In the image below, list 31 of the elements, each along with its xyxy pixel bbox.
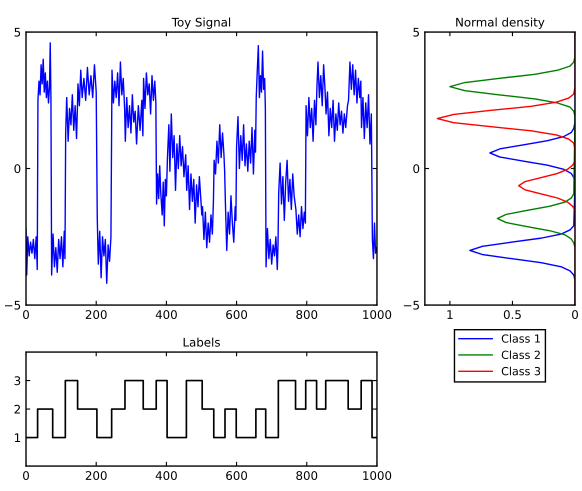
legend-label: Class 2 <box>502 350 540 360</box>
chart-title: Normal density <box>456 17 544 29</box>
x-tick-label: 800 <box>296 310 318 320</box>
x-tick-label: 1000 <box>363 471 392 480</box>
x-tick-label: 800 <box>296 471 318 480</box>
line-series <box>26 42 377 284</box>
chart-title: Labels <box>184 338 220 347</box>
y-tick-label: 1 <box>14 433 20 442</box>
x-tick-label: 400 <box>156 310 177 320</box>
y-tick-label: 2 <box>14 404 20 414</box>
x-tick-label: 1 <box>447 310 453 319</box>
x-tick-label: 0 <box>23 310 29 320</box>
y-tick-label: 3 <box>14 376 20 386</box>
x-tick-label: 200 <box>86 310 107 320</box>
chart-title: Toy Signal <box>172 17 230 29</box>
x-tick-label: 0 <box>572 310 578 320</box>
y-tick-label: 0 <box>413 164 420 174</box>
legend-label: Class 3 <box>502 366 540 376</box>
legend-label: Class 1 <box>502 334 540 343</box>
y-tick-label: −5 <box>404 300 419 310</box>
x-tick-label: 200 <box>86 471 107 480</box>
x-tick-label: 400 <box>156 471 177 480</box>
x-tick-label: 1000 <box>363 310 392 320</box>
y-tick-label: −5 <box>5 300 20 310</box>
x-tick-label: 0.5 <box>504 310 521 320</box>
y-tick-label: 5 <box>14 28 20 37</box>
y-tick-label: 0 <box>14 164 20 174</box>
x-tick-label: 600 <box>226 471 248 480</box>
x-tick-label: 0 <box>23 471 29 480</box>
y-tick-label: 5 <box>413 28 419 37</box>
x-tick-label: 600 <box>226 310 248 320</box>
